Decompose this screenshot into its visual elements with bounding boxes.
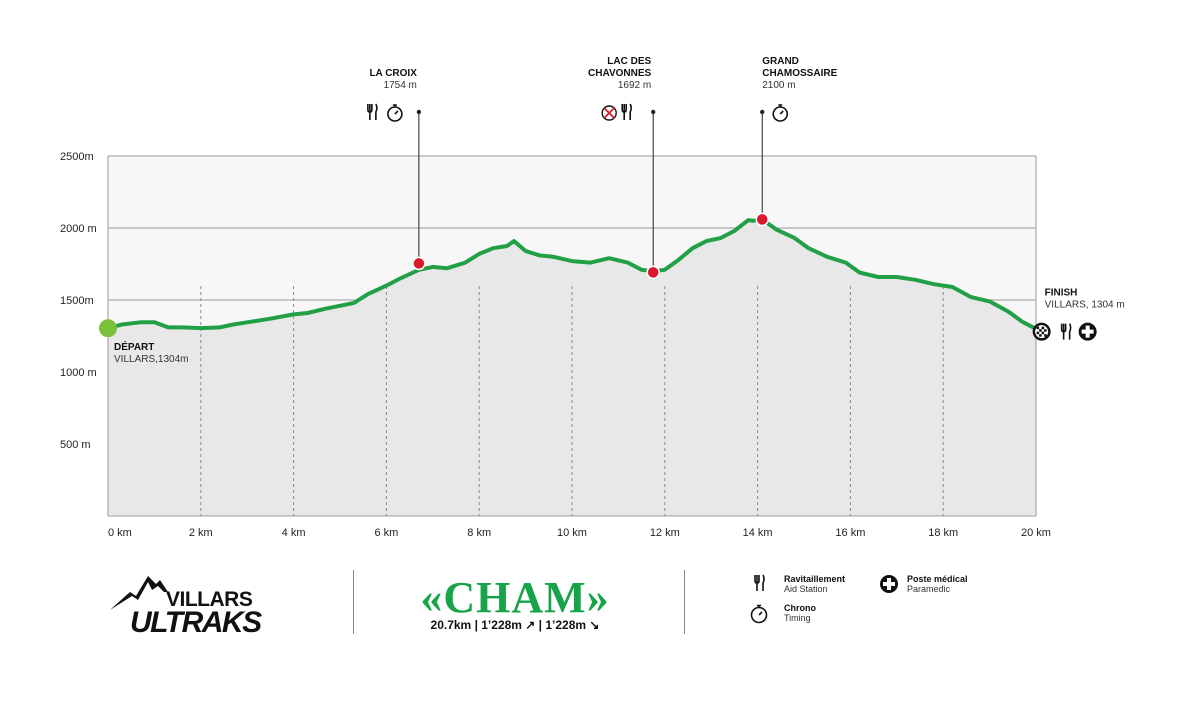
checkered-square [1039,334,1042,337]
x-tick-label: 6 km [374,527,398,539]
checkpoint-marker [412,256,426,271]
checkered-square [1044,334,1047,337]
checkpoint-elevation: 1692 m [618,80,651,91]
legend-chrono-sub: Timing [784,613,811,623]
medical-cross-icon [1078,322,1097,341]
no-water-icon [601,105,617,121]
stopwatch-icon [772,104,789,122]
x-tick-label: 4 km [282,527,306,539]
y-tick-label: 500 m [60,439,91,451]
fork-knife-icon [1060,323,1072,340]
legend-aid-title: Ravitaillement [784,574,846,584]
no-water-circle [601,105,617,121]
fork-knife-shape [621,103,632,120]
fork-knife-icon [754,574,765,591]
stopwatch-hand [392,104,399,115]
checkpoint-name: CHAVONNES [588,68,651,79]
logo-word-ultraks: ULTRAKS [130,606,262,639]
legend-chrono: Chrono Timing [784,603,816,623]
y-tick-label: 2000 m [60,223,97,235]
x-tick-label: 16 km [835,527,865,539]
checkered-flag-icon [1032,322,1051,341]
start-marker [99,319,117,338]
checkered-square [1041,331,1045,335]
checkered-square [1041,326,1045,330]
medical-cross [1081,325,1094,338]
medical-cross-icon [880,575,898,593]
x-tick-label: 2 km [189,527,213,539]
checkpoint-name: CHAMOSSAIRE [762,68,837,79]
legend-chrono-title: Chrono [784,603,816,613]
legend-medical: Poste médical Paramedic [907,574,968,594]
race-subtitle: 20.7km | 1’228m ↗ | 1’228m ↘ [430,618,600,632]
checkered-square [1036,326,1040,330]
checkpoint-elevation: 2100 m [762,80,795,91]
legend-medical-title: Poste médical [907,574,968,584]
fork-knife-icon [367,103,378,120]
checkered-square [1036,331,1040,335]
x-tick-label: 12 km [650,527,680,539]
checkpoint-leader-dot [760,109,765,115]
villars-ultraks-logo: VILLARS ULTRAKS [108,570,308,650]
y-tick-label: 2500m [60,151,94,163]
stopwatch-icon [387,104,403,122]
legend-aid-station: Ravitaillement Aid Station [784,574,845,594]
footer-divider-right [684,570,685,634]
checkpoint-name: LA CROIX [369,68,417,79]
checkered-square [1039,329,1042,332]
fork-knife-shape [1060,323,1072,340]
checkpoint-leader-dot [651,109,656,115]
race-title: «CHAM» [420,573,610,622]
y-tick-label: 1000 m [60,367,97,379]
x-tick-label: 14 km [743,527,773,539]
x-tick-label: 0 km [108,527,132,539]
fork-knife-shape [367,103,378,120]
logo-word-villars: VILLARS [166,588,253,611]
start-detail: VILLARS,1304m [114,354,189,365]
mountain-logo-icon [110,576,168,610]
elevation-chart: 2500m 2000 m 1500m 1000 m 500 m 0 km 2 km 4 km 6… [60,56,1125,539]
checkpoint-leader-dot [416,109,422,115]
area-layer [107,217,1037,516]
legend-medical-sub: Paramedic [907,584,951,594]
stopwatch-hand [778,104,784,115]
checkpoint-name: GRAND [762,56,799,67]
x-tick-label: 20 km [1021,527,1051,539]
legend-aid-sub: Aid Station [784,584,828,594]
finish-label: FINISH [1045,288,1078,299]
elevation-line [107,217,1037,331]
checkered-square [1044,329,1047,332]
fork-knife-icon [621,103,632,120]
checkpoint-marker [755,212,769,227]
finish-detail: VILLARS, 1304 m [1045,300,1125,311]
x-tick-label: 8 km [467,527,491,539]
checkpoint-elevation: 1754 m [384,80,417,91]
y-tick-label: 1500m [60,295,94,307]
stopwatch-icon [750,604,768,624]
elevation-area [108,219,1036,516]
no-water-cross [603,107,615,119]
x-tick-label: 10 km [557,527,587,539]
axis-layer: 2500m 2000 m 1500m 1000 m 500 m 0 km 2 km 4 km 6… [60,151,1051,539]
start-label: DÉPART [114,340,154,353]
x-tick-label: 18 km [928,527,958,539]
checkpoint-marker [646,265,660,280]
checkpoint-name: LAC DES [607,56,651,67]
footer: VILLARS ULTRAKS «CHAM» 20.7km | 1’228m ↗… [0,560,1200,660]
footer-divider-left [353,570,354,634]
